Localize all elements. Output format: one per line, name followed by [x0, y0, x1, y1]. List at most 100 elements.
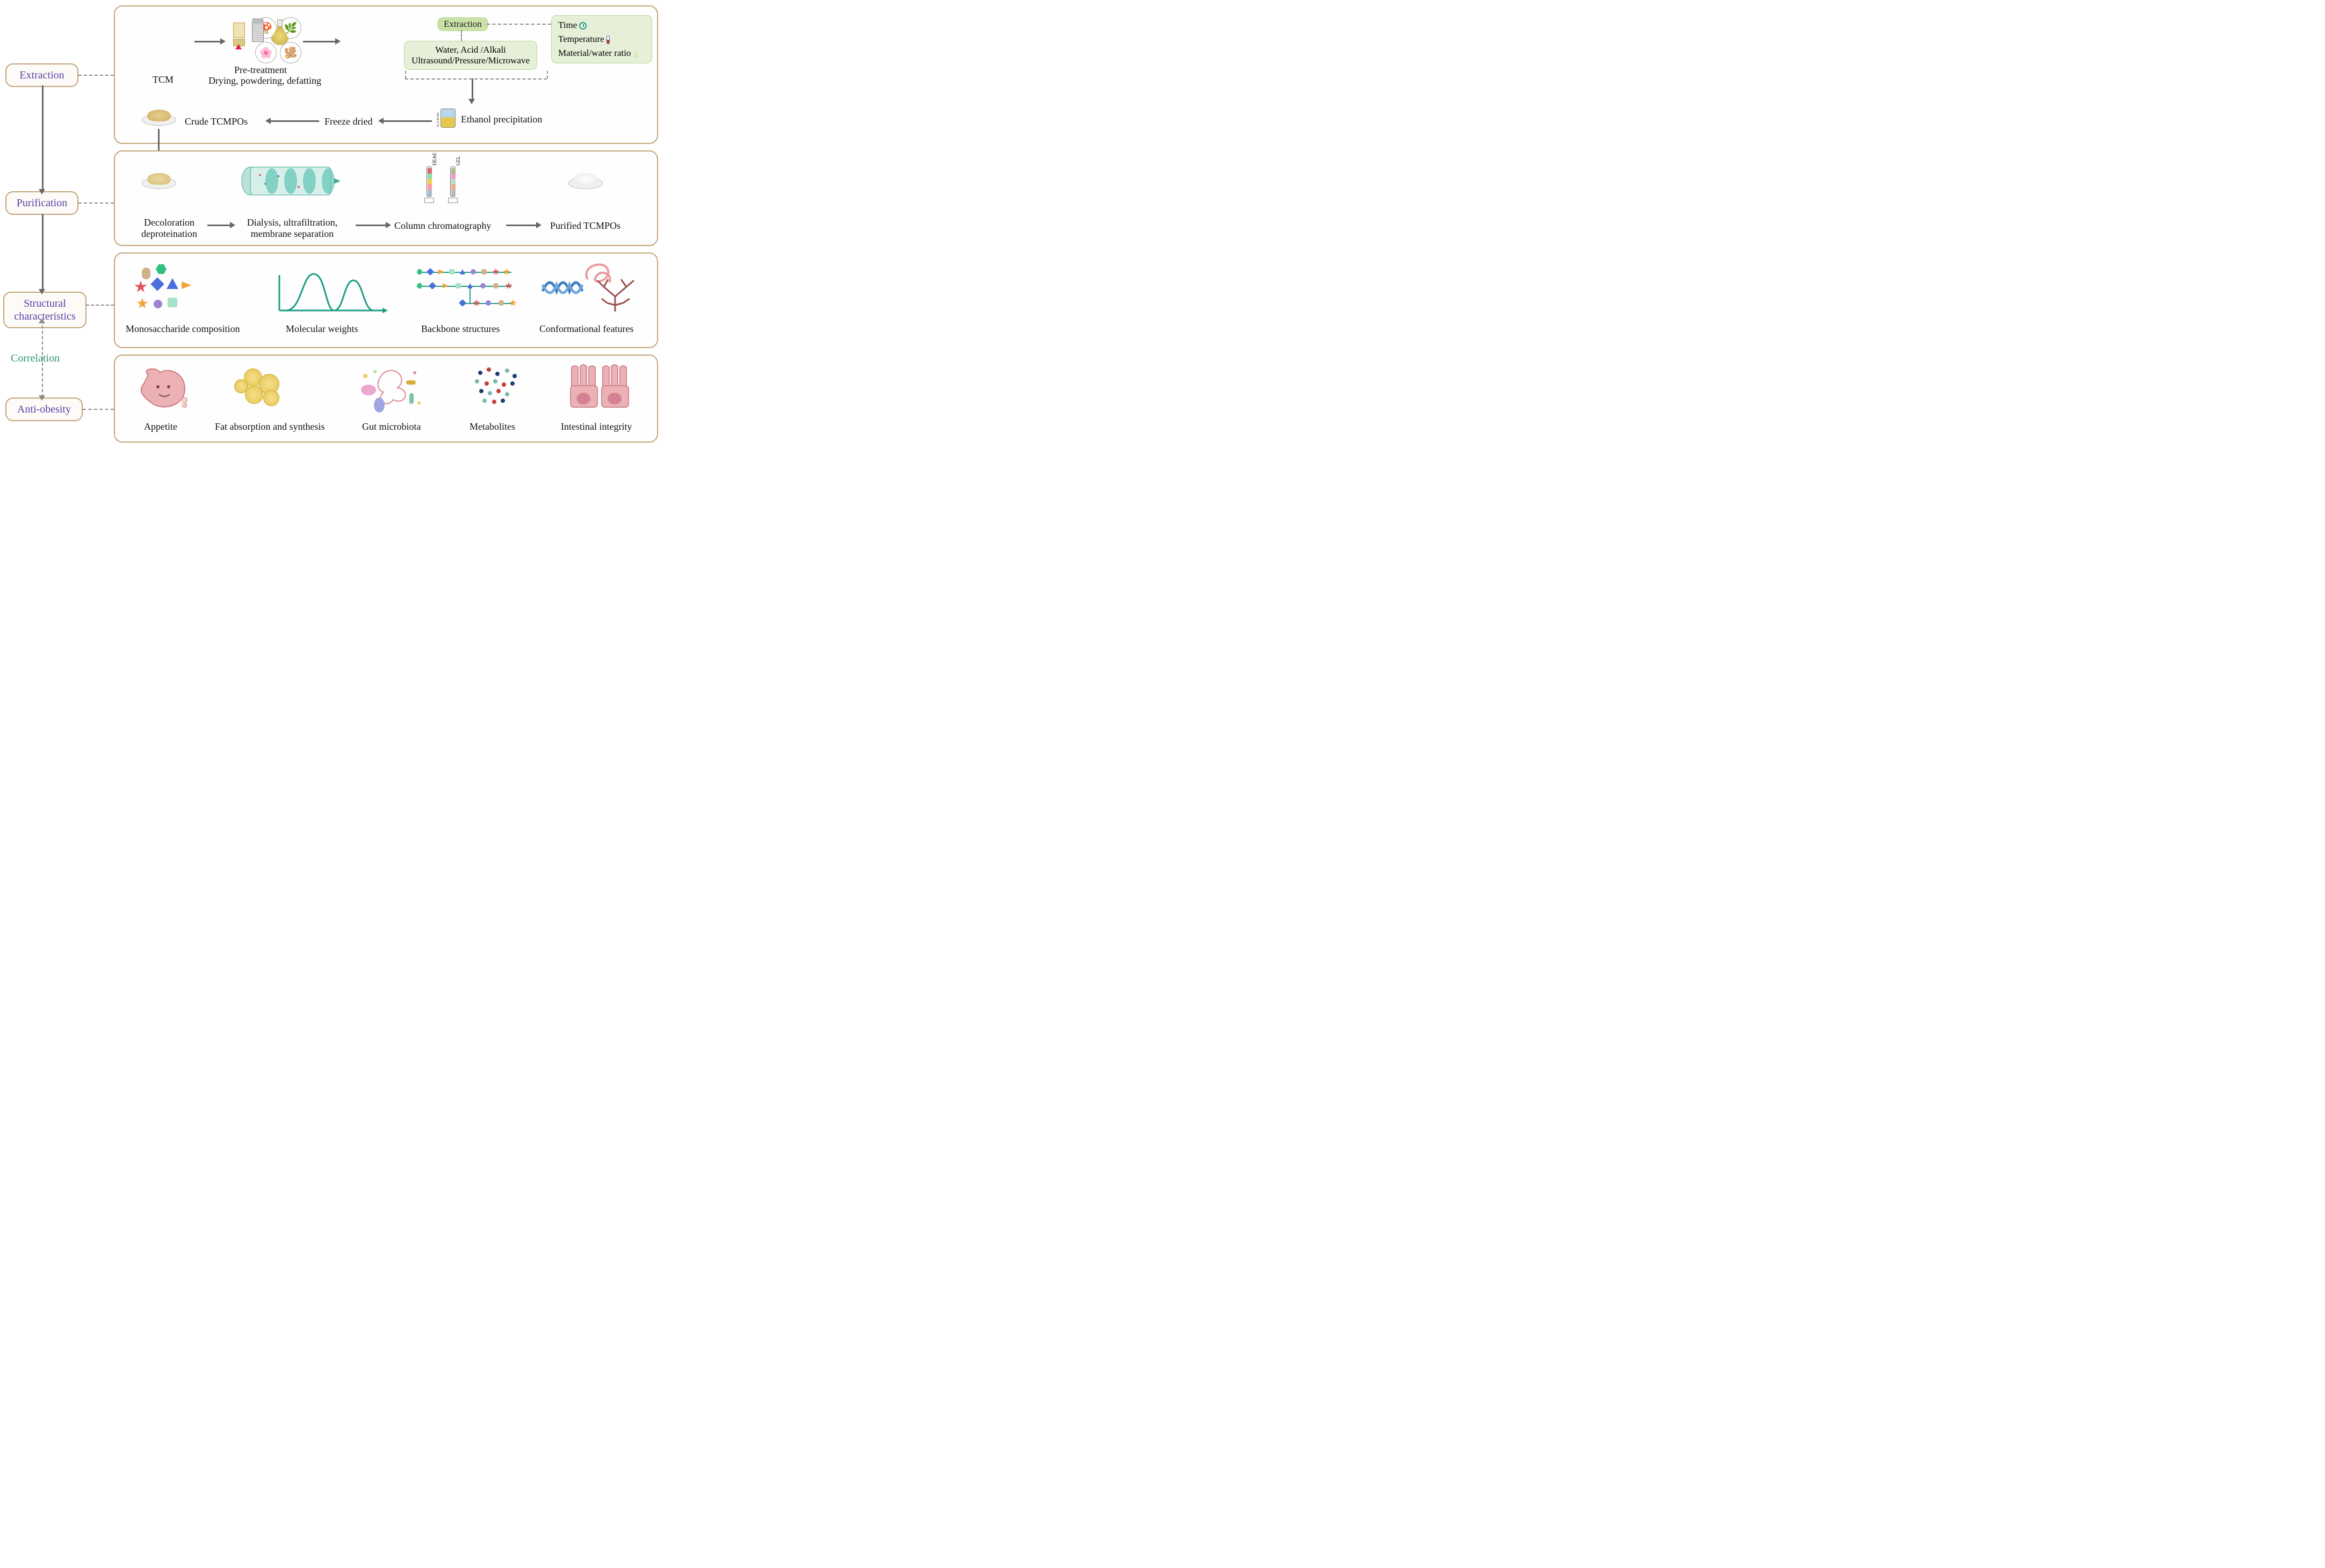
pretreat-grinder-hopper [251, 18, 264, 24]
pretreat-caption: Pre-treatment [234, 64, 287, 76]
arrowhead-3b [39, 318, 45, 323]
clock-icon [579, 22, 587, 30]
purif-step2: Dialysis, ultrafiltration, membrane sepa… [239, 217, 346, 239]
panel-structural: Monosaccharide composition Molecular wei… [114, 252, 658, 348]
pretreat-dryer-icon [233, 23, 245, 38]
dash-pill-down [461, 30, 462, 41]
ao-c3: Gut microbiota [362, 421, 421, 432]
stage-purification-label: Purification [5, 191, 78, 215]
struct-c3: Backbone structures [421, 323, 500, 335]
text: Correlation [11, 352, 60, 364]
param-ratio: Material/water ratio [558, 48, 645, 59]
pretreat-grinder-icon [252, 23, 264, 42]
arrowhead-3 [39, 395, 45, 401]
arrow-structural-to-antiobesity [42, 320, 43, 398]
arr-ethanol-freeze [384, 120, 432, 122]
extraction-pill: Extraction [437, 17, 488, 31]
ao-c4: Metabolites [470, 421, 515, 432]
dash-label-extraction [78, 75, 114, 76]
struct-c1: Monosaccharide composition [126, 323, 240, 335]
methods-line1: Water, Acid /Alkali [410, 45, 531, 55]
arr-tcm-pretreat [194, 41, 220, 42]
col-vial2 [448, 198, 458, 203]
dash-methods-dl [405, 71, 406, 78]
pretreat-heat-icon [235, 44, 242, 49]
arrh-p3 [536, 222, 541, 228]
text: Temperature [558, 34, 604, 44]
arr-p3 [506, 225, 536, 226]
text: Anti-obesity [17, 403, 71, 415]
crude-petri-icon [142, 110, 176, 126]
col2-label: GEL [456, 156, 461, 166]
dendrite-icon [592, 277, 638, 315]
struct-c2: Molecular weights [286, 323, 358, 335]
arr-p1 [207, 225, 230, 226]
ao-c5: Intestinal integrity [561, 421, 632, 432]
methods-line2: Ultrasound/Pressure/Microwave [410, 55, 531, 66]
dash-label-structural [86, 305, 114, 306]
arr-freeze-crude [271, 120, 319, 122]
dash-methods-dr [547, 71, 548, 78]
thermo-icon [606, 35, 610, 44]
arrowhead-1 [39, 189, 45, 194]
arrh-p1 [230, 222, 235, 228]
col1-label: DEAE [432, 153, 437, 165]
struct-c4: Conformational features [539, 323, 633, 335]
villi-icon [567, 363, 632, 414]
text: Time [558, 20, 577, 30]
freeze-caption: Freeze dried [324, 116, 372, 127]
flask-icon [633, 50, 639, 57]
purif-step4: Purified TCMPOs [550, 220, 620, 232]
ao-c2: Fat absorption and synthesis [215, 421, 325, 432]
tcm-icon-3: 🌸 [255, 42, 277, 63]
tcm-icon-4: 🫚 [280, 42, 301, 63]
param-time: Time [558, 20, 645, 31]
microbiota-icon [356, 364, 425, 414]
ethanol-caption: Ethanol precipitation [461, 114, 542, 125]
decol-petri-icon [142, 173, 176, 189]
stage-antiobesity-label: Anti-obesity [5, 398, 83, 421]
arrh-pretreat-methods [335, 38, 341, 45]
arr-p2 [356, 225, 386, 226]
dialysis-tube-icon [240, 165, 342, 197]
arrh-ethanol-freeze [378, 118, 384, 124]
arrh-p2 [386, 222, 391, 228]
panel-purification: Decoloration deproteination Dialysis, ul… [114, 150, 658, 246]
arrowhead-2 [39, 289, 45, 294]
text: Purification [17, 197, 67, 209]
purif-step1: Decoloration deproteination [134, 217, 204, 239]
mw-curve [275, 269, 388, 315]
dash-under-methods [405, 78, 547, 80]
dash-label-antiobesity [83, 409, 114, 410]
extraction-methods-box: Water, Acid /Alkali Ultrasound/Pressure/… [404, 41, 537, 70]
arr-pretreat-methods [303, 41, 335, 42]
stage-extraction-label: Extraction [5, 63, 78, 87]
purified-petri-icon [568, 173, 603, 189]
pretreat-flask-icon [271, 19, 289, 45]
crude-caption: Crude TCMPOs [185, 116, 248, 127]
column-deae [427, 167, 432, 197]
pretreat-sub: Drying, powdering, defatting [208, 75, 321, 86]
arrh-to-ethanol [468, 99, 475, 104]
correlation-label: Correlation [11, 352, 60, 365]
beaker-icon [441, 109, 456, 128]
dash-label-purification [78, 203, 114, 204]
tcm-caption: TCM [153, 74, 174, 85]
arrow-purification-to-structural [42, 214, 44, 291]
text: Material/water ratio [558, 48, 631, 58]
arrow-extraction-to-purification [42, 85, 44, 191]
helix-icon [540, 270, 583, 297]
arrh-freeze-crude [265, 118, 271, 124]
extraction-params-box: Time Temperature Material/water ratio [551, 15, 652, 63]
panel-extraction: 🍄 🌿 🌸 🫚 TCM Pre-treatment Drying, powder… [114, 5, 658, 144]
panel-antiobesity: Appetite Fat absorption and synthesis Gu… [114, 355, 658, 443]
arrh-tcm-pretreat [220, 38, 226, 45]
ao-c1: Appetite [144, 421, 177, 432]
text: Extraction [444, 19, 482, 29]
arr-to-ethanol [472, 78, 473, 100]
stomach-icon [133, 365, 192, 411]
param-temp: Temperature [558, 34, 645, 45]
purif-step3: Column chromatography [394, 220, 491, 232]
dash-pill-right [487, 24, 551, 25]
column-gel [450, 167, 456, 197]
